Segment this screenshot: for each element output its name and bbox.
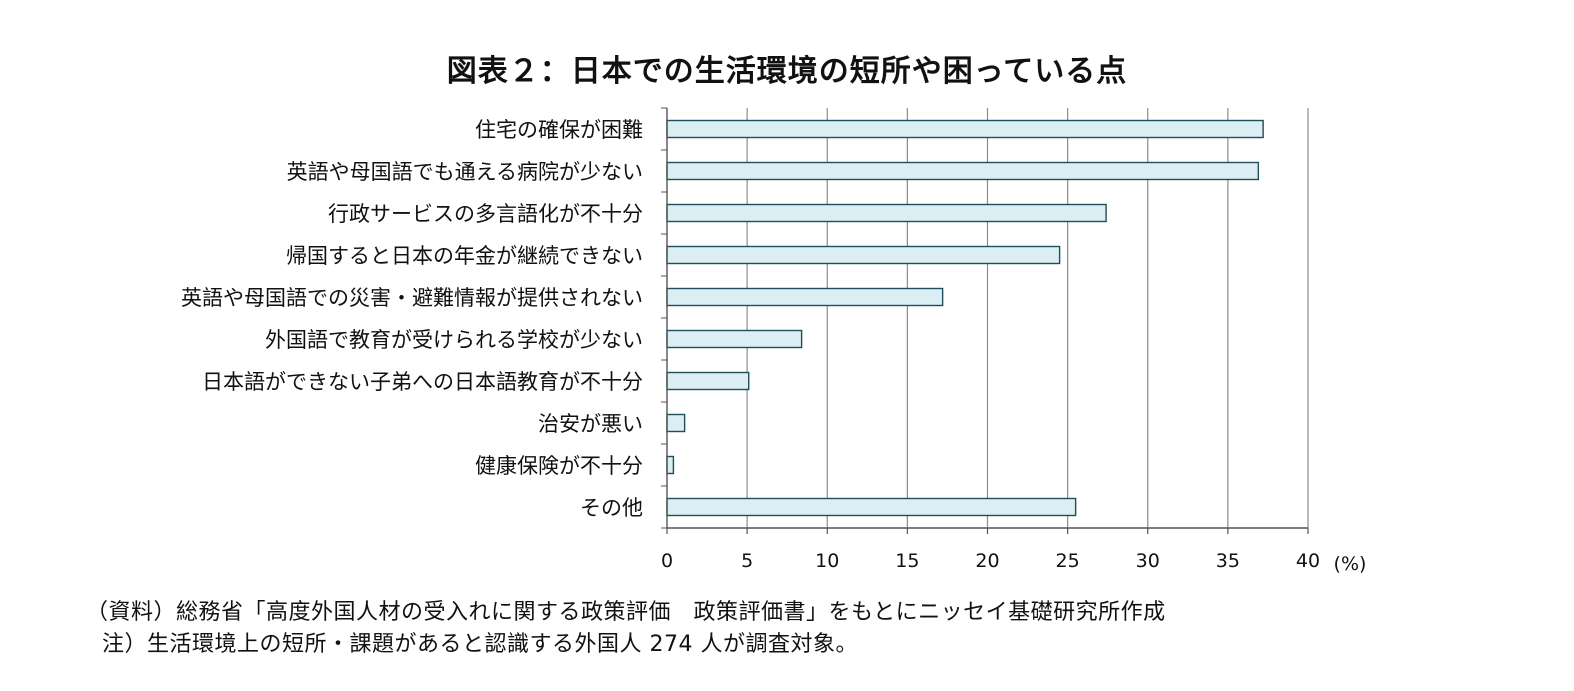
axes — [661, 107, 1309, 534]
category-label: 健康保険が不十分 — [475, 454, 643, 478]
category-label: 外国語で教育が受けられる学校が少ない — [265, 328, 643, 352]
category-label: 帰国すると日本の年金が継続できない — [286, 244, 643, 268]
bar — [666, 203, 1107, 223]
x-tick-label: 40 — [1296, 550, 1320, 572]
x-tick-label: 10 — [815, 550, 839, 572]
bar — [666, 413, 686, 433]
x-tick-label: 25 — [1056, 550, 1080, 572]
source-note: （資料）総務省「高度外国人材の受入れに関する政策評価 政策評価書」をもとにニッセ… — [86, 600, 1166, 625]
x-tick-label: 5 — [741, 550, 753, 572]
bar — [666, 287, 944, 307]
category-label: その他 — [580, 496, 643, 520]
bar — [666, 371, 750, 391]
bar — [666, 161, 1260, 181]
bar — [666, 245, 1061, 265]
category-label: 日本語ができない子弟への日本語教育が不十分 — [202, 370, 643, 394]
chart-title: 図表２：日本での生活環境の短所や困っている点 — [446, 54, 1128, 89]
x-tick-label: 0 — [661, 550, 673, 572]
category-label: 治安が悪い — [538, 412, 643, 436]
category-label: 英語や母国語での災害・避難情報が提供されない — [181, 286, 643, 310]
bar — [666, 455, 675, 475]
survey-note: 注）生活環境上の短所・課題があると認識する外国人 274 人が調査対象。 — [102, 632, 858, 657]
category-label: 行政サービスの多言語化が不十分 — [328, 202, 643, 226]
x-tick-label: 15 — [895, 550, 919, 572]
bar — [666, 329, 803, 349]
category-labels: 住宅の確保が困難英語や母国語でも通える病院が少ない行政サービスの多言語化が不十分… — [181, 118, 643, 520]
x-tick-label: 20 — [975, 550, 999, 572]
unit-label: (%) — [1334, 553, 1367, 575]
bars — [666, 119, 1264, 517]
x-tick-label: 30 — [1136, 550, 1160, 572]
bar — [666, 497, 1077, 517]
bar — [666, 119, 1264, 139]
category-label: 住宅の確保が困難 — [475, 118, 643, 142]
tick-labels: 0 5 10 15 20 25 30 35 40 — [661, 550, 1320, 572]
category-label: 英語や母国語でも通える病院が少ない — [287, 160, 643, 184]
x-tick-label: 35 — [1216, 550, 1240, 572]
